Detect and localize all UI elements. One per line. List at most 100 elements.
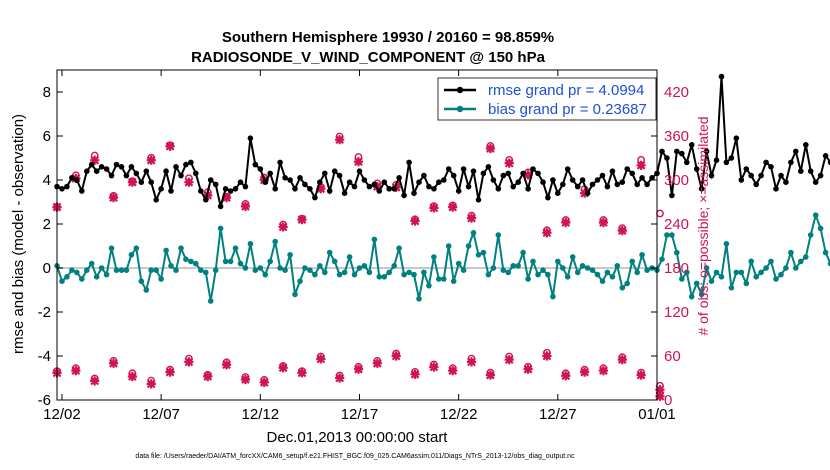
bias-data-point: [530, 258, 536, 265]
rmse-data-point: [183, 161, 189, 168]
obs-assimilated-marker: [523, 170, 533, 180]
chart-subtitle: RADIOSONDE_V_WIND_COMPONENT @ 150 hPa: [191, 49, 546, 66]
x-tick-label: 01/01: [638, 406, 676, 423]
rmse-data-point: [604, 183, 611, 190]
rmse-data-point: [698, 186, 705, 192]
obs-assimilated-marker: [71, 366, 81, 376]
bias-data-point: [212, 267, 219, 274]
bias-data-point: [386, 269, 393, 276]
rmse-data-point: [133, 170, 140, 177]
obs-assimilated-marker: [127, 177, 137, 187]
bias-data-point: [188, 258, 194, 265]
obs-assimilated-marker: [278, 363, 288, 373]
bias-data-point: [798, 258, 804, 265]
x-tick-label: 12/02: [43, 406, 81, 423]
bias-data-point: [312, 271, 318, 278]
bias-data-point: [69, 267, 75, 274]
bias-data-point: [545, 271, 551, 278]
y2-tick-label: 300: [664, 172, 689, 189]
rmse-data-point: [217, 203, 224, 210]
rmse-data-point: [188, 159, 194, 166]
chart-title: Southern Hemisphere 19930 / 20160 = 98.8…: [222, 29, 554, 46]
bias-data-point: [614, 263, 621, 269]
obs-assimilated-marker: [448, 202, 458, 212]
obs-assimilated-marker: [466, 213, 477, 223]
obs-assimilated-marker: [636, 370, 646, 380]
rmse-data-point: [371, 181, 378, 188]
bias-data-point: [292, 291, 298, 298]
obs-assimilated-marker: [542, 228, 552, 238]
bias-data-point: [431, 254, 437, 260]
bias-data-point: [693, 280, 700, 287]
rmse-data-point: [480, 170, 487, 177]
rmse-data-point: [500, 172, 507, 179]
bias-data-point: [267, 258, 274, 265]
rmse-data-point: [148, 179, 154, 185]
rmse-data-point: [386, 186, 393, 192]
rmse-data-point: [778, 172, 784, 179]
bias-data-point: [535, 271, 541, 278]
bias-data-point: [470, 230, 477, 236]
bias-data-point: [728, 285, 735, 291]
bias-data-point: [297, 278, 303, 285]
bias-data-point: [569, 254, 576, 260]
bias-data-point: [227, 258, 234, 265]
rmse-data-point: [525, 186, 531, 192]
bias-data-point: [555, 258, 561, 265]
rmse-data-point: [84, 168, 90, 174]
bias-data-point: [163, 247, 169, 254]
bias-data-point: [277, 265, 283, 271]
obs-assimilated-marker: [221, 360, 232, 370]
y-tick-label: 4: [43, 172, 51, 189]
bias-data-point: [624, 280, 630, 287]
rmse-data-point: [247, 135, 254, 141]
rmse-data-point: [361, 177, 368, 183]
bias-data-point: [460, 267, 467, 274]
rmse-data-point: [322, 170, 328, 177]
rmse-data-point: [738, 177, 745, 183]
bias-data-point: [485, 271, 492, 278]
data-file-footnote: data file: /Users/raeder/DAI/ATM_forcXX/…: [135, 453, 575, 460]
x-tick-label: 12/12: [242, 406, 280, 423]
obs-assimilated-marker: [410, 216, 420, 226]
y2-axis-label: # of obs: o=possible; ×=assimilated: [695, 116, 711, 335]
obs-assimilated-marker: [297, 368, 307, 378]
bias-data-point: [381, 274, 388, 280]
obs-assimilated-marker: [542, 351, 552, 361]
obs-assimilated-marker: [240, 201, 251, 211]
bias-data-point: [688, 293, 695, 300]
rmse-data-point: [297, 175, 303, 181]
bias-data-point: [396, 245, 402, 251]
rmse-data-point: [644, 181, 650, 188]
rmse-data-point: [292, 186, 298, 192]
legend-box: [437, 77, 657, 121]
rmse-data-point: [143, 168, 150, 174]
bias-data-point: [684, 269, 690, 276]
rmse-data-point: [331, 168, 338, 174]
bias-data-point: [664, 232, 670, 238]
bias-data-point: [322, 269, 328, 276]
obs-assimilated-marker: [146, 379, 156, 389]
obs-assimilated-marker: [297, 215, 307, 225]
bias-data-point: [738, 269, 745, 276]
obs-assimilated-marker: [598, 366, 609, 376]
obs-assimilated-marker: [655, 385, 665, 395]
bias-data-point: [599, 278, 606, 285]
obs-assimilated-marker: [335, 135, 345, 145]
rmse-data-point: [540, 179, 546, 185]
bias-data-point: [123, 267, 130, 274]
obs-assimilated-marker: [372, 182, 382, 192]
rmse-data-point: [743, 166, 750, 172]
legend: rmse grand pr = 4.0994 bias grand pr = 0…: [437, 77, 657, 121]
bias-data-point: [232, 245, 239, 251]
rmse-data-point: [555, 190, 561, 196]
bias-data-point: [480, 249, 487, 256]
rmse-data-point: [431, 186, 437, 192]
obs-assimilated-marker: [108, 193, 119, 203]
rmse-data-point: [708, 172, 715, 179]
bias-data-point: [584, 265, 591, 271]
bias-data-point: [257, 265, 264, 271]
bias-data-point: [515, 263, 521, 269]
bias-data-point: [103, 271, 110, 278]
obs-assimilated-marker: [353, 364, 364, 374]
